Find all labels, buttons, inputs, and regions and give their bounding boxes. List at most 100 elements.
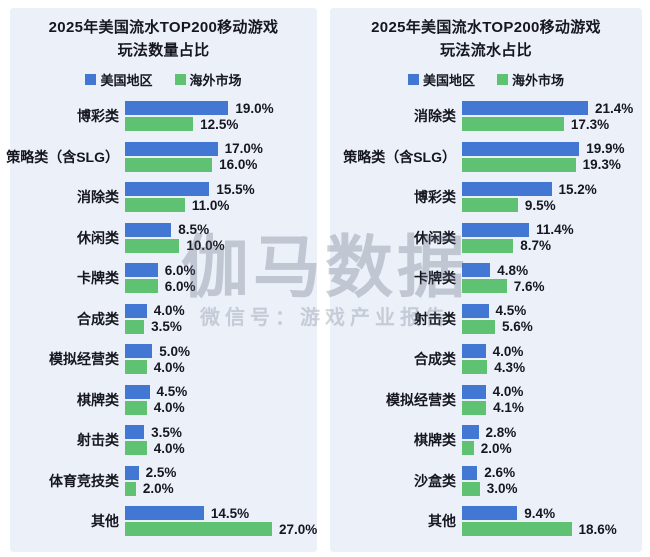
us-value-label: 6.0%	[164, 262, 196, 278]
category-label: 模拟经营类	[49, 351, 119, 367]
chart-card-count-share: 2025年美国流水TOP200移动游戏 玩法数量占比 美国地区 海外市场 博彩类…	[6, 8, 317, 552]
bar-group: 策略类（含SLG） 19.9% 19.3%	[330, 141, 642, 172]
us-bar	[462, 425, 479, 439]
chart-card-revenue-share: 2025年美国流水TOP200移动游戏 玩法流水占比 美国地区 海外市场 消除类…	[330, 8, 642, 552]
us-bar	[125, 222, 172, 237]
overseas-legend-swatch-icon	[497, 73, 508, 85]
chart-title-line2: 玩法流水占比	[440, 42, 532, 59]
chart-title: 2025年美国流水TOP200移动游戏 玩法数量占比	[10, 8, 317, 62]
overseas-value-label: 4.0%	[153, 440, 185, 456]
overseas-value-label: 4.0%	[153, 359, 185, 375]
us-value-label: 4.8%	[497, 262, 529, 278]
legend-label-overseas: 海外市场	[512, 72, 565, 88]
us-bar-line: 5.0%	[125, 344, 317, 359]
overseas-value-label: 19.3%	[582, 157, 621, 172]
overseas-bar-line: 17.3%	[462, 116, 642, 132]
us-value-label: 2.8%	[485, 424, 517, 440]
overseas-bar	[462, 117, 564, 131]
bar-group: 模拟经营类 4.0% 4.1%	[330, 384, 642, 415]
bar-group: 其他 14.5% 27.0%	[10, 506, 317, 537]
overseas-bar	[462, 522, 572, 536]
legend-label-us: 美国地区	[422, 72, 475, 88]
overseas-bar-line: 7.6%	[462, 279, 642, 294]
us-bar	[125, 101, 229, 115]
overseas-bar	[462, 319, 495, 334]
bar-pair: 15.2% 9.5%	[462, 181, 642, 213]
bar-group: 沙盒类 2.6% 3.0%	[330, 465, 642, 496]
us-bar-line: 15.2%	[462, 181, 642, 197]
overseas-bar-line: 4.0%	[125, 400, 317, 415]
overseas-value-label: 12.5%	[200, 116, 239, 132]
overseas-bar-line: 4.3%	[462, 359, 642, 375]
bar-pair: 11.4% 8.7%	[462, 222, 642, 253]
bar-pair: 5.0% 4.0%	[125, 344, 317, 375]
us-value-label: 4.0%	[492, 343, 524, 359]
category-label: 消除类	[414, 108, 456, 124]
us-bar	[125, 425, 145, 439]
overseas-bar-line: 27.0%	[125, 522, 317, 537]
overseas-bar-line: 3.0%	[462, 481, 642, 496]
overseas-bar	[125, 157, 213, 172]
category-label: 体育竞技类	[49, 472, 119, 489]
us-bar-line: 15.5%	[125, 181, 317, 197]
us-value-label: 19.9%	[586, 141, 625, 156]
us-bar	[125, 303, 147, 318]
category-label: 休闲类	[414, 229, 456, 246]
us-bar	[462, 263, 491, 277]
bar-group: 棋牌类 4.5% 4.0%	[10, 384, 317, 415]
bar-pair: 4.0% 4.3%	[462, 343, 642, 375]
legend: 美国地区 海外市场	[10, 70, 317, 88]
overseas-legend-swatch-icon	[174, 73, 186, 85]
us-bar	[462, 465, 478, 480]
us-bar-line: 4.8%	[462, 262, 642, 278]
bar-group: 消除类 21.4% 17.3%	[330, 101, 642, 132]
bar-pair: 21.4% 17.3%	[462, 101, 642, 132]
overseas-bar	[462, 441, 474, 455]
us-value-label: 15.5%	[216, 181, 255, 197]
overseas-bar	[462, 198, 518, 212]
us-bar	[462, 303, 489, 318]
bar-rows: 消除类 21.4% 17.3% 策略类（含SLG） 19.9% 19.3% 博彩类 15.2%…	[330, 101, 642, 537]
overseas-value-label: 6.0%	[164, 278, 196, 294]
category-label: 策略类（含SLG）	[343, 148, 456, 165]
us-value-label: 19.0%	[235, 100, 274, 116]
us-value-label: 15.2%	[558, 181, 597, 197]
chart-title: 2025年美国流水TOP200移动游戏 玩法流水占比	[330, 8, 642, 62]
legend-item-overseas: 海外市场	[497, 70, 564, 89]
bar-pair: 6.0% 6.0%	[125, 262, 317, 294]
us-bar-line: 9.4%	[462, 506, 642, 521]
category-label: 沙盒类	[414, 472, 456, 489]
us-bar-line: 4.0%	[125, 303, 317, 318]
overseas-bar	[125, 319, 145, 334]
overseas-value-label: 3.0%	[486, 481, 518, 496]
us-bar-line: 4.0%	[462, 384, 642, 399]
bar-pair: 17.0% 16.0%	[125, 141, 317, 172]
overseas-value-label: 4.3%	[494, 359, 526, 375]
overseas-value-label: 17.3%	[570, 116, 610, 132]
us-bar	[125, 465, 139, 480]
overseas-bar-line: 11.0%	[125, 198, 317, 213]
us-bar	[462, 101, 588, 115]
overseas-value-label: 2.0%	[480, 440, 512, 456]
us-bar-line: 4.5%	[125, 384, 317, 399]
overseas-value-label: 10.0%	[186, 238, 225, 253]
category-label: 棋牌类	[414, 432, 456, 448]
us-bar-line: 6.0%	[125, 262, 317, 278]
overseas-value-label: 18.6%	[578, 521, 617, 537]
us-bar-line: 2.5%	[125, 465, 317, 480]
overseas-bar	[125, 522, 272, 536]
us-bar	[462, 222, 530, 237]
legend-label-overseas: 海外市场	[189, 72, 242, 88]
us-bar-line: 19.9%	[462, 141, 642, 156]
category-label: 消除类	[77, 189, 119, 205]
us-bar	[462, 384, 486, 399]
us-bar-line: 2.8%	[462, 424, 642, 440]
bar-group: 博彩类 15.2% 9.5%	[330, 181, 642, 213]
bar-group: 合成类 4.0% 3.5%	[10, 303, 317, 334]
bar-pair: 9.4% 18.6%	[462, 506, 642, 537]
us-bar-line: 19.0%	[125, 100, 317, 116]
bar-group: 射击类 4.5% 5.6%	[330, 303, 642, 334]
chart-title-line2: 玩法数量占比	[117, 42, 210, 59]
us-value-label: 2.5%	[145, 465, 177, 480]
overseas-bar-line: 6.0%	[125, 278, 317, 294]
